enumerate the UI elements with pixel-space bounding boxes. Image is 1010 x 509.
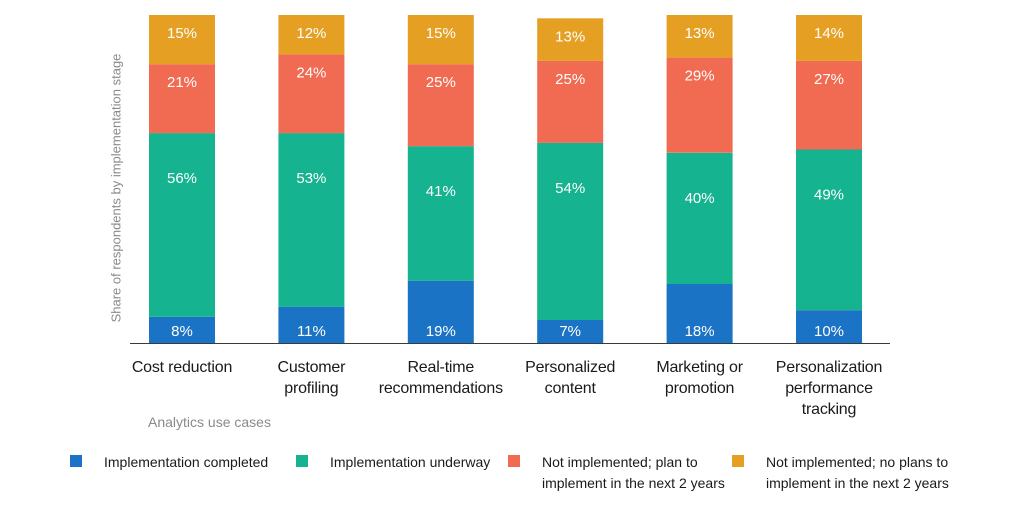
bar-segment xyxy=(149,15,215,65)
category-label: Personalized content xyxy=(500,357,640,399)
bar-value-label: 21% xyxy=(167,74,197,91)
bar-value-label: 7% xyxy=(559,323,581,340)
bar-value-label: 54% xyxy=(555,180,585,197)
category-label-line: Real-time xyxy=(407,359,475,376)
legend-swatch xyxy=(732,455,744,467)
legend-label: Not implemented; plan to implement in the… xyxy=(542,452,732,494)
bar-segment xyxy=(666,152,733,284)
legend-item: Implementation underway xyxy=(296,452,520,473)
category-label-line: Marketing or xyxy=(656,359,743,376)
bar-value-label: 56% xyxy=(167,170,197,187)
legend-item: Not implemented; plan to implement in the… xyxy=(508,452,732,494)
category-label-line: performance xyxy=(785,380,873,397)
bar-value-label: 49% xyxy=(814,187,844,204)
category-label: Customer profiling xyxy=(241,357,381,399)
bar-value-label: 12% xyxy=(296,25,326,42)
bar-segment xyxy=(407,64,474,147)
bar-segment xyxy=(537,142,604,320)
bar-segment xyxy=(537,60,604,143)
y-axis-label: Share of respondents by implementation s… xyxy=(108,53,124,323)
bar-value-label: 10% xyxy=(814,323,844,340)
legend-swatch xyxy=(296,455,308,467)
legend-swatch xyxy=(508,455,520,467)
legend-item: Implementation completed xyxy=(70,452,294,473)
legend-item: Not implemented; no plans to implement in… xyxy=(732,452,956,494)
category-label-line: content xyxy=(544,380,596,397)
bar-value-label: 40% xyxy=(685,190,715,207)
bar-value-label: 25% xyxy=(555,71,585,88)
bar-value-label: 15% xyxy=(426,25,456,42)
bar-value-label: 11% xyxy=(297,323,326,340)
category-label-line: recommendations xyxy=(378,380,503,397)
legend-swatch xyxy=(70,455,82,467)
bar-segment xyxy=(278,133,345,307)
bar-segment xyxy=(537,320,604,343)
bar-segment xyxy=(278,306,345,343)
legend-label-line: Not implemented; plan to xyxy=(542,454,698,470)
bar-segment xyxy=(666,15,733,58)
category-label: Real-time recommendations xyxy=(371,357,511,399)
bar-segment xyxy=(796,310,862,343)
category-label-line: Cost reduction xyxy=(131,359,233,376)
legend-label: Not implemented; no plans to implement in… xyxy=(766,452,956,494)
bar-segment xyxy=(149,133,215,317)
legend-label-line: Not implemented; no plans to xyxy=(766,454,949,470)
bar-value-label: 13% xyxy=(555,28,585,45)
bar-value-label: 24% xyxy=(296,64,326,81)
bar-value-label: 14% xyxy=(814,25,844,42)
bar-segment xyxy=(278,54,345,134)
category-label-line: profiling xyxy=(284,380,339,397)
bar-value-label: 13% xyxy=(685,25,715,42)
bar-value-label: 18% xyxy=(685,323,715,340)
legend-label-line: Implementation completed xyxy=(104,454,269,470)
bar-segment xyxy=(666,284,733,343)
bar-segment xyxy=(278,15,345,55)
bar-segment xyxy=(796,149,862,311)
category-label-line: promotion xyxy=(664,380,735,397)
bar-segment xyxy=(407,146,474,281)
bar-value-label: 53% xyxy=(296,170,326,187)
bar-segment xyxy=(796,60,862,150)
category-label-line: tracking xyxy=(801,401,857,418)
category-label: Marketing or promotion xyxy=(630,357,770,399)
bar-segment xyxy=(796,15,862,61)
category-label-line: Personalization xyxy=(775,359,883,376)
legend-label: Implementation underway xyxy=(330,452,520,473)
bar-segment xyxy=(407,280,474,343)
category-label: Personalization performance tracking xyxy=(759,357,899,420)
bar-value-label: 19% xyxy=(426,323,456,340)
category-label-line: Customer xyxy=(277,359,346,376)
bar-segment xyxy=(149,64,215,134)
legend-label-line: implement in the next 2 years xyxy=(766,475,949,491)
bar-segment xyxy=(407,15,474,65)
category-label-line: Personalized xyxy=(525,359,616,376)
category-label: Cost reduction xyxy=(112,357,252,378)
bar-segment xyxy=(537,18,604,61)
legend-label-line: implement in the next 2 years xyxy=(542,475,725,491)
bar-value-label: 8% xyxy=(171,323,193,340)
bar-segment xyxy=(149,316,215,343)
bar-value-label: 15% xyxy=(167,25,197,42)
bar-value-label: 27% xyxy=(814,71,844,88)
bar-value-label: 29% xyxy=(685,68,715,85)
bar-value-label: 41% xyxy=(426,183,456,200)
legend-label: Implementation completed xyxy=(104,452,294,473)
x-axis-label: Analytics use cases xyxy=(148,414,271,430)
bar-segment xyxy=(666,57,733,153)
bar-value-label: 25% xyxy=(426,74,456,91)
legend-label-line: Implementation underway xyxy=(330,454,491,470)
